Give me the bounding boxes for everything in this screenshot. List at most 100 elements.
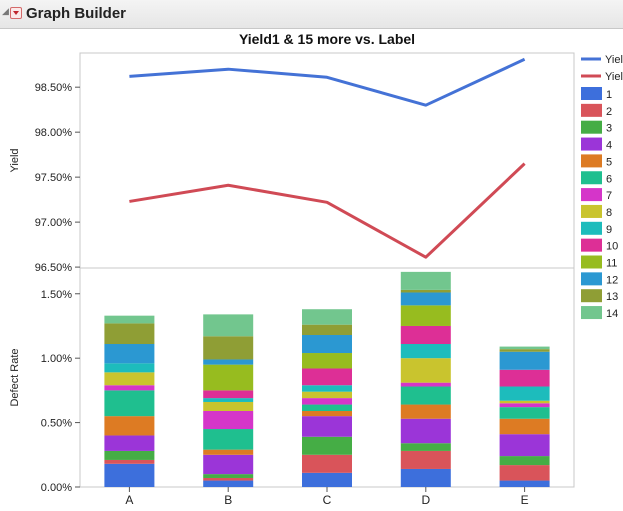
bar-segment-2-B xyxy=(203,477,254,481)
bar-segment-5-A xyxy=(104,416,155,436)
bar-segment-4-C xyxy=(302,416,352,437)
legend-label-1: 1 xyxy=(606,89,612,101)
bar-segment-6-E xyxy=(499,407,550,419)
bar-segment-4-A xyxy=(104,435,155,451)
bar-segment-3-E xyxy=(499,456,550,466)
bar-segment-6-B xyxy=(203,429,254,450)
bar-segment-5-C xyxy=(302,410,352,417)
x-tick-label: C xyxy=(323,493,332,507)
bar-segment-8-B xyxy=(203,401,254,411)
bar-segment-8-C xyxy=(302,391,352,399)
defect-tick-label: 1.50% xyxy=(41,289,72,301)
legend-label-13: 13 xyxy=(606,291,618,303)
bar-segment-7-E xyxy=(499,403,550,408)
bar-segment-9-A xyxy=(104,363,155,373)
legend-label-8: 8 xyxy=(606,207,612,219)
defect-tick-label: 1.00% xyxy=(41,353,72,365)
app-title: Graph Builder xyxy=(26,5,127,22)
legend-swatch-9 xyxy=(581,221,602,235)
title-bar: ◢ Graph Builder xyxy=(0,0,623,29)
bar-segment-12-D xyxy=(400,292,451,306)
bar-segment-6-D xyxy=(400,386,451,405)
bar-segment-10-D xyxy=(400,325,451,345)
yield-tick-label: 96.50% xyxy=(35,262,73,274)
legend-label-7: 7 xyxy=(606,190,612,202)
legend-label-6: 6 xyxy=(606,173,612,185)
bar-segment-7-B xyxy=(203,410,254,430)
bar-segment-4-D xyxy=(400,418,451,444)
x-tick-label: A xyxy=(125,493,133,507)
x-tick-label: B xyxy=(224,493,232,507)
legend-label-2: 2 xyxy=(606,106,612,118)
x-tick-label: E xyxy=(521,493,529,507)
legend-label-5: 5 xyxy=(606,156,612,168)
bar-segment-6-A xyxy=(104,390,155,417)
bar-segment-12-B xyxy=(203,359,254,365)
bar-segment-1-E xyxy=(499,480,550,487)
bar-segment-2-D xyxy=(400,450,451,469)
bar-segment-5-B xyxy=(203,449,254,455)
bar-segment-10-C xyxy=(302,368,352,386)
bar-segment-3-D xyxy=(400,443,451,451)
bar-segment-13-B xyxy=(203,336,254,360)
bar-segment-12-C xyxy=(302,334,352,354)
legend-swatch-10 xyxy=(581,238,602,252)
legend-label-10: 10 xyxy=(606,241,618,253)
legend-swatch-8 xyxy=(581,204,602,218)
bar-segment-3-A xyxy=(104,450,155,460)
bar-segment-8-E xyxy=(499,400,550,404)
bar-segment-2-E xyxy=(499,465,550,481)
legend-swatch-5 xyxy=(581,154,602,168)
legend-swatch-14 xyxy=(581,306,602,320)
top-panel-frame xyxy=(79,52,575,269)
bar-segment-13-D xyxy=(400,289,451,293)
yield-tick-label: 97.50% xyxy=(35,172,73,184)
x-tick-label: D xyxy=(421,493,430,507)
legend-label-12: 12 xyxy=(606,274,618,286)
legend-label-3: 3 xyxy=(606,123,612,135)
bar-segment-12-A xyxy=(104,344,155,364)
bar-segment-1-D xyxy=(400,468,451,487)
bar-segment-14-D xyxy=(400,271,451,290)
bar-segment-13-C xyxy=(302,324,352,335)
disclosure-triangle-icon[interactable]: ◢ xyxy=(2,6,9,16)
bar-segment-7-D xyxy=(400,382,451,387)
legend-swatch-12 xyxy=(581,272,602,286)
bar-segment-9-B xyxy=(203,398,254,402)
legend-swatch-11 xyxy=(581,255,602,269)
bar-segment-1-B xyxy=(203,480,254,487)
bar-segment-14-B xyxy=(203,314,254,337)
bar-segment-7-C xyxy=(302,398,352,405)
bar-segment-3-C xyxy=(302,436,352,455)
bar-segment-13-A xyxy=(104,323,155,345)
legend-label-14: 14 xyxy=(606,308,618,320)
bar-segment-5-D xyxy=(400,404,451,419)
bar-segment-8-D xyxy=(400,358,451,383)
bar-segment-11-B xyxy=(203,364,254,391)
defect-tick-label: 0.50% xyxy=(41,418,72,430)
yield-tick-label: 98.00% xyxy=(35,127,73,139)
bar-segment-14-A xyxy=(104,315,155,324)
legend-label-11: 11 xyxy=(606,258,617,270)
bar-segment-6-C xyxy=(302,404,352,411)
legend-swatch-1 xyxy=(581,87,602,100)
legend-swatch-2 xyxy=(581,103,602,117)
bar-segment-9-C xyxy=(302,385,352,392)
bar-segment-9-D xyxy=(400,344,451,359)
red-triangle-menu-icon[interactable] xyxy=(10,7,22,19)
legend-label-4: 4 xyxy=(606,140,612,152)
bar-segment-14-E xyxy=(499,346,550,350)
bar-segment-8-A xyxy=(104,372,155,386)
bar-segment-10-B xyxy=(203,390,254,399)
bar-segment-2-C xyxy=(302,454,352,473)
legend-swatch-3 xyxy=(581,120,602,134)
bar-segment-10-E xyxy=(499,369,550,387)
bar-segment-7-A xyxy=(104,385,155,391)
legend-label-9: 9 xyxy=(606,224,612,236)
yield-axis-label: Yield xyxy=(9,148,21,172)
yield-tick-label: 98.50% xyxy=(35,82,73,94)
bar-segment-4-B xyxy=(203,454,254,475)
bar-segment-13-E xyxy=(499,349,550,352)
legend-swatch-7 xyxy=(581,188,602,202)
